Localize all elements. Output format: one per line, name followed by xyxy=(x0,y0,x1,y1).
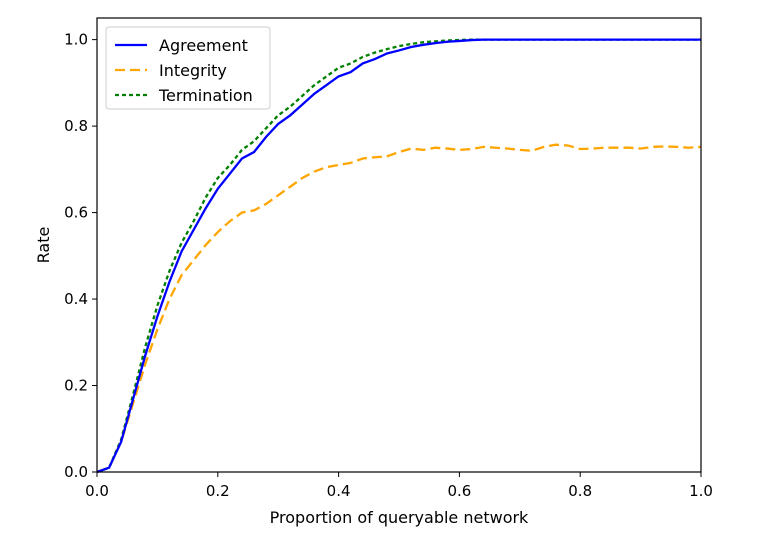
x-tick-label: 0.0 xyxy=(85,482,109,500)
y-tick-label: 0.8 xyxy=(64,117,88,135)
y-tick-label: 0.4 xyxy=(64,290,88,308)
legend-box xyxy=(105,26,271,110)
series-line-agreement xyxy=(96,38,701,474)
y-axis-label: Rate xyxy=(34,227,53,264)
x-tick-label: 0.4 xyxy=(327,482,351,500)
y-tick-label: 0.6 xyxy=(64,204,88,222)
legend-label-integrity: Integrity xyxy=(159,61,227,80)
x-tick-label: 1.0 xyxy=(689,482,713,500)
x-tick-label: 0.6 xyxy=(447,482,471,500)
legend-label-agreement: Agreement xyxy=(159,36,248,55)
y-axis-ticks: 0.0 0.2 0.4 0.6 0.8 1.0 xyxy=(64,31,97,481)
x-tick-label: 0.8 xyxy=(568,482,592,500)
y-tick-label: 0.2 xyxy=(64,377,88,395)
x-axis-ticks: 0.0 0.2 0.4 0.6 0.8 1.0 xyxy=(85,472,713,500)
x-axis-label: Proportion of queryable network xyxy=(270,508,529,527)
y-tick-label: 0.0 xyxy=(64,463,88,481)
series-line-termination xyxy=(96,38,701,474)
legend-label-termination: Termination xyxy=(158,86,253,105)
legend: Agreement Integrity Termination xyxy=(105,26,271,110)
y-tick-label: 1.0 xyxy=(64,31,88,49)
series-layer xyxy=(96,38,702,474)
series-line-integrity xyxy=(96,143,702,474)
plot-frame xyxy=(96,17,702,473)
x-tick-label: 0.2 xyxy=(206,482,230,500)
